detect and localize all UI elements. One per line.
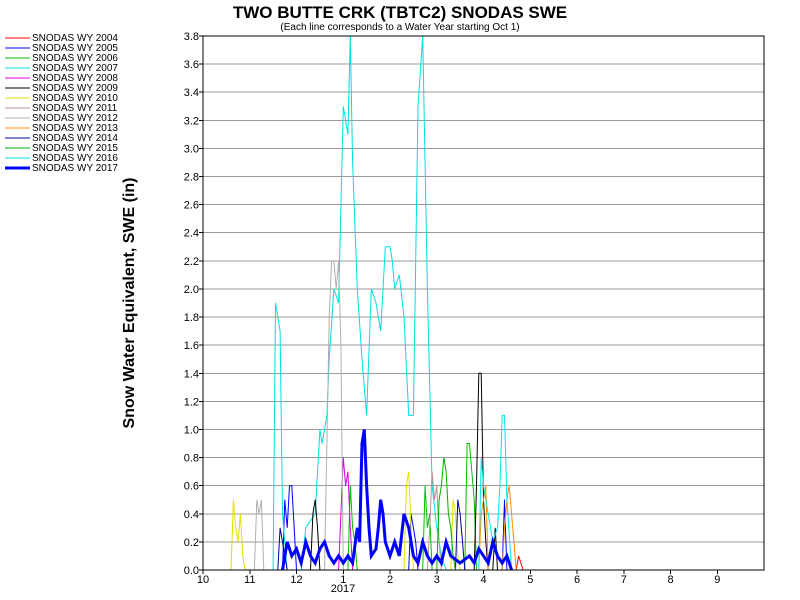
y-tick-label: 0.2 bbox=[184, 537, 199, 549]
x-tick-label: 2 bbox=[387, 574, 393, 586]
y-tick-label: 1.0 bbox=[184, 424, 199, 436]
legend-label: SNODAS WY 2011 bbox=[32, 103, 118, 114]
series-line-snodas-wy-2004 bbox=[515, 555, 526, 571]
y-tick-label: 2.0 bbox=[184, 284, 199, 296]
y-axis-title: Snow Water Equivalent, SWE (in) bbox=[121, 178, 138, 429]
legend-label: SNODAS WY 2015 bbox=[32, 143, 118, 154]
grid-layer bbox=[203, 63, 764, 543]
chart-title: TWO BUTTE CRK (TBTC2) SNODAS SWE bbox=[233, 3, 567, 22]
series-line-snodas-wy-2009 bbox=[310, 372, 498, 571]
legend-label: SNODAS WY 2009 bbox=[32, 83, 118, 94]
legend-label: SNODAS WY 2017 bbox=[32, 163, 118, 174]
legend-label: SNODAS WY 2007 bbox=[32, 63, 118, 74]
y-tick-label: 0.0 bbox=[184, 565, 199, 577]
x-tick-label: 9 bbox=[714, 574, 720, 586]
y-tick-label: 0.6 bbox=[184, 481, 199, 493]
series-layer bbox=[230, 35, 526, 571]
series-line-snodas-wy-2015 bbox=[436, 457, 456, 571]
y-tick-label: 2.4 bbox=[184, 228, 199, 240]
y-tick-label: 0.4 bbox=[184, 509, 199, 521]
chart-subtitle: (Each line corresponds to a Water Year s… bbox=[280, 22, 519, 33]
y-tick-label: 1.4 bbox=[184, 368, 199, 380]
series-line-snodas-wy-2013 bbox=[478, 485, 517, 571]
x-axis: 10 11 12 1 2 3 4 5 6 7 8 9 bbox=[197, 570, 720, 586]
legend-label: SNODAS WY 2016 bbox=[32, 153, 118, 164]
y-tick-label: 2.2 bbox=[184, 256, 199, 268]
y-tick-label: 0.8 bbox=[184, 453, 199, 465]
legend-label: SNODAS WY 2004 bbox=[32, 33, 118, 44]
y-tick-label: 3.6 bbox=[184, 59, 199, 71]
legend-label: SNODAS WY 2010 bbox=[32, 93, 118, 104]
y-tick-label: 1.6 bbox=[184, 340, 199, 352]
y-tick-label: 3.8 bbox=[184, 31, 199, 43]
series-line-snodas-wy-2006 bbox=[347, 443, 477, 571]
legend-label: SNODAS WY 2008 bbox=[32, 73, 118, 84]
x-tick-label: 10 bbox=[197, 574, 209, 586]
x-tick-label: 8 bbox=[667, 574, 673, 586]
y-tick-label: 2.8 bbox=[184, 172, 199, 184]
x-tick-label: 4 bbox=[480, 574, 486, 586]
y-tick-label: 3.0 bbox=[184, 143, 199, 155]
y-tick-label: 1.2 bbox=[184, 396, 199, 408]
series-line-snodas-wy-2011 bbox=[426, 471, 442, 571]
x-tick-label: 1 bbox=[340, 574, 346, 586]
y-tick-label: 1.8 bbox=[184, 312, 199, 324]
series-line-snodas-wy-2010 bbox=[230, 471, 461, 571]
x-tick-label: 6 bbox=[574, 574, 580, 586]
legend-label: SNODAS WY 2012 bbox=[32, 113, 118, 124]
series-line-snodas-wy-2016 bbox=[478, 414, 513, 571]
legend-label: SNODAS WY 2005 bbox=[32, 43, 118, 54]
legend-label: SNODAS WY 2006 bbox=[32, 53, 118, 64]
x-tick-label: 3 bbox=[434, 574, 440, 586]
x-tick-label: 7 bbox=[621, 574, 627, 586]
legend-label: SNODAS WY 2013 bbox=[32, 123, 118, 134]
x-tick-label: 5 bbox=[527, 574, 533, 586]
x-tick-label: 11 bbox=[244, 574, 255, 586]
series-line-snodas-wy-2012 bbox=[253, 260, 344, 571]
y-tick-label: 2.6 bbox=[184, 200, 199, 212]
series-line-snodas-wy-2017 bbox=[281, 429, 514, 571]
x-axis-year-label: 2017 bbox=[331, 583, 355, 595]
y-axis: 0.0 0.2 0.4 0.6 0.8 1.0 1.2 1.4 1.6 1.8 2.0 2.2 2.4 2… bbox=[184, 31, 203, 577]
x-tick-label: 12 bbox=[290, 574, 302, 586]
y-tick-label: 3.2 bbox=[184, 115, 199, 127]
legend-label: SNODAS WY 2014 bbox=[32, 133, 118, 144]
y-tick-label: 3.4 bbox=[184, 87, 199, 99]
series-line-snodas-wy-2008 bbox=[338, 457, 354, 571]
